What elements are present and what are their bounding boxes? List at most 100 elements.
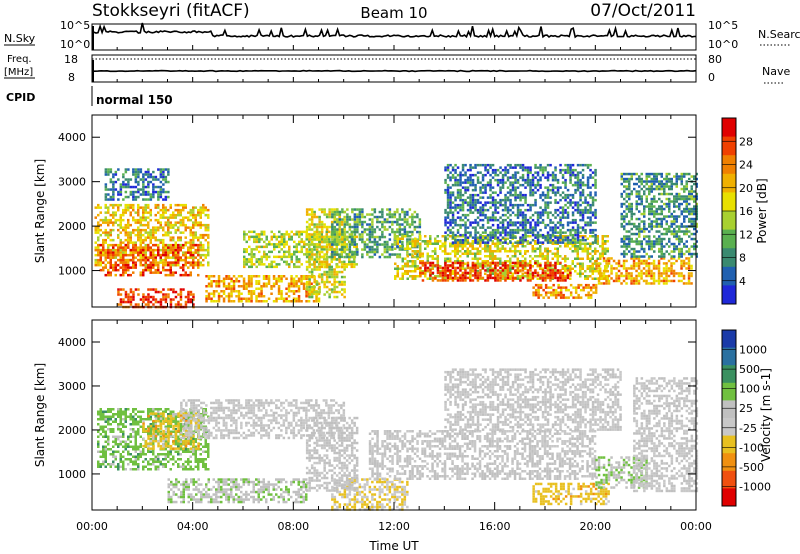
power-cell	[456, 235, 459, 238]
power-cell	[531, 176, 535, 179]
power-cell	[142, 263, 145, 267]
power-cell	[207, 253, 210, 257]
power-cell	[406, 260, 409, 263]
power-cell	[534, 163, 537, 167]
power-cell	[243, 260, 246, 264]
power-cell	[109, 266, 112, 269]
nave-label: Nave	[762, 65, 790, 78]
power-cell	[320, 278, 324, 281]
power-cell	[230, 285, 233, 288]
power-cell	[546, 176, 550, 179]
power-cell	[177, 238, 180, 242]
power-cell	[331, 210, 334, 214]
power-cell	[147, 170, 150, 174]
power-cell	[486, 226, 490, 229]
power-cell	[376, 235, 379, 239]
power-cell	[521, 218, 525, 222]
power-cell	[536, 181, 540, 184]
power-cell	[257, 282, 261, 285]
power-cell	[263, 240, 266, 244]
power-cell	[471, 198, 475, 202]
power-cell	[152, 190, 155, 194]
power-cell	[536, 262, 539, 265]
power-cell	[444, 166, 447, 169]
power-cell	[169, 236, 172, 239]
power-cell	[328, 288, 331, 291]
power-cell	[159, 303, 163, 306]
power-cell	[564, 276, 567, 280]
power-cell	[310, 210, 314, 214]
power-cell	[449, 193, 452, 197]
power-cell	[260, 260, 263, 264]
power-cell	[356, 215, 359, 219]
power-cell	[242, 287, 246, 290]
power-cell	[272, 282, 276, 285]
power-cell	[444, 216, 447, 219]
power-cell	[152, 295, 155, 299]
power-cell	[534, 293, 538, 297]
power-cell	[127, 221, 130, 224]
power-cell	[556, 213, 560, 217]
power-cell	[516, 265, 519, 268]
power-cell	[554, 261, 557, 265]
power-cell	[388, 225, 392, 229]
power-cell	[182, 221, 185, 224]
power-cell	[574, 245, 577, 248]
power-cell	[544, 226, 547, 229]
power-cell	[320, 273, 324, 276]
power-cell	[418, 220, 422, 224]
power-cell	[474, 269, 477, 272]
power-cell	[114, 221, 117, 224]
power-cell	[179, 246, 182, 249]
power-cell	[541, 191, 545, 194]
power-cell	[292, 292, 296, 295]
power-cell	[471, 242, 474, 245]
power-cell	[222, 285, 226, 288]
power-cell	[561, 206, 565, 209]
power-cell	[561, 168, 565, 172]
power-cell	[139, 251, 142, 254]
power-cell	[439, 240, 442, 243]
power-cell	[310, 238, 314, 241]
power-cell	[574, 257, 577, 260]
power-cell	[418, 225, 422, 229]
power-cell	[519, 163, 522, 167]
power-cell	[313, 223, 316, 226]
power-cell	[536, 271, 540, 275]
power-cell	[546, 163, 550, 167]
power-cell	[426, 242, 429, 245]
power-cell	[308, 250, 311, 254]
power-cell	[446, 213, 450, 217]
power-cell	[381, 233, 384, 236]
power-cell	[511, 203, 515, 207]
power-cell	[295, 265, 298, 269]
power-cell	[449, 163, 452, 167]
power-cell	[137, 213, 140, 217]
power-cell	[104, 251, 107, 254]
power-cell	[546, 269, 550, 272]
power-cell	[315, 293, 319, 296]
power-cell	[174, 263, 177, 267]
power-cell	[192, 253, 195, 257]
power-cell	[444, 274, 447, 277]
power-cell	[446, 252, 449, 255]
power-cell	[305, 268, 309, 271]
power-cell	[476, 271, 480, 275]
power-cell	[551, 276, 555, 280]
power-cell	[345, 245, 348, 249]
power-cell	[129, 248, 132, 252]
power-cell	[561, 235, 564, 238]
power-cell	[361, 255, 364, 259]
power-cell	[336, 228, 339, 231]
power-cell	[202, 211, 205, 214]
power-cell	[479, 196, 482, 199]
power-cell	[119, 253, 122, 257]
power-cell	[124, 185, 128, 189]
power-cell	[325, 248, 329, 251]
power-cell	[167, 261, 170, 264]
power-cell	[591, 213, 595, 217]
power-cell	[589, 193, 592, 197]
power-cell	[446, 203, 450, 207]
power-cell	[529, 235, 532, 238]
power-cell	[519, 236, 522, 239]
